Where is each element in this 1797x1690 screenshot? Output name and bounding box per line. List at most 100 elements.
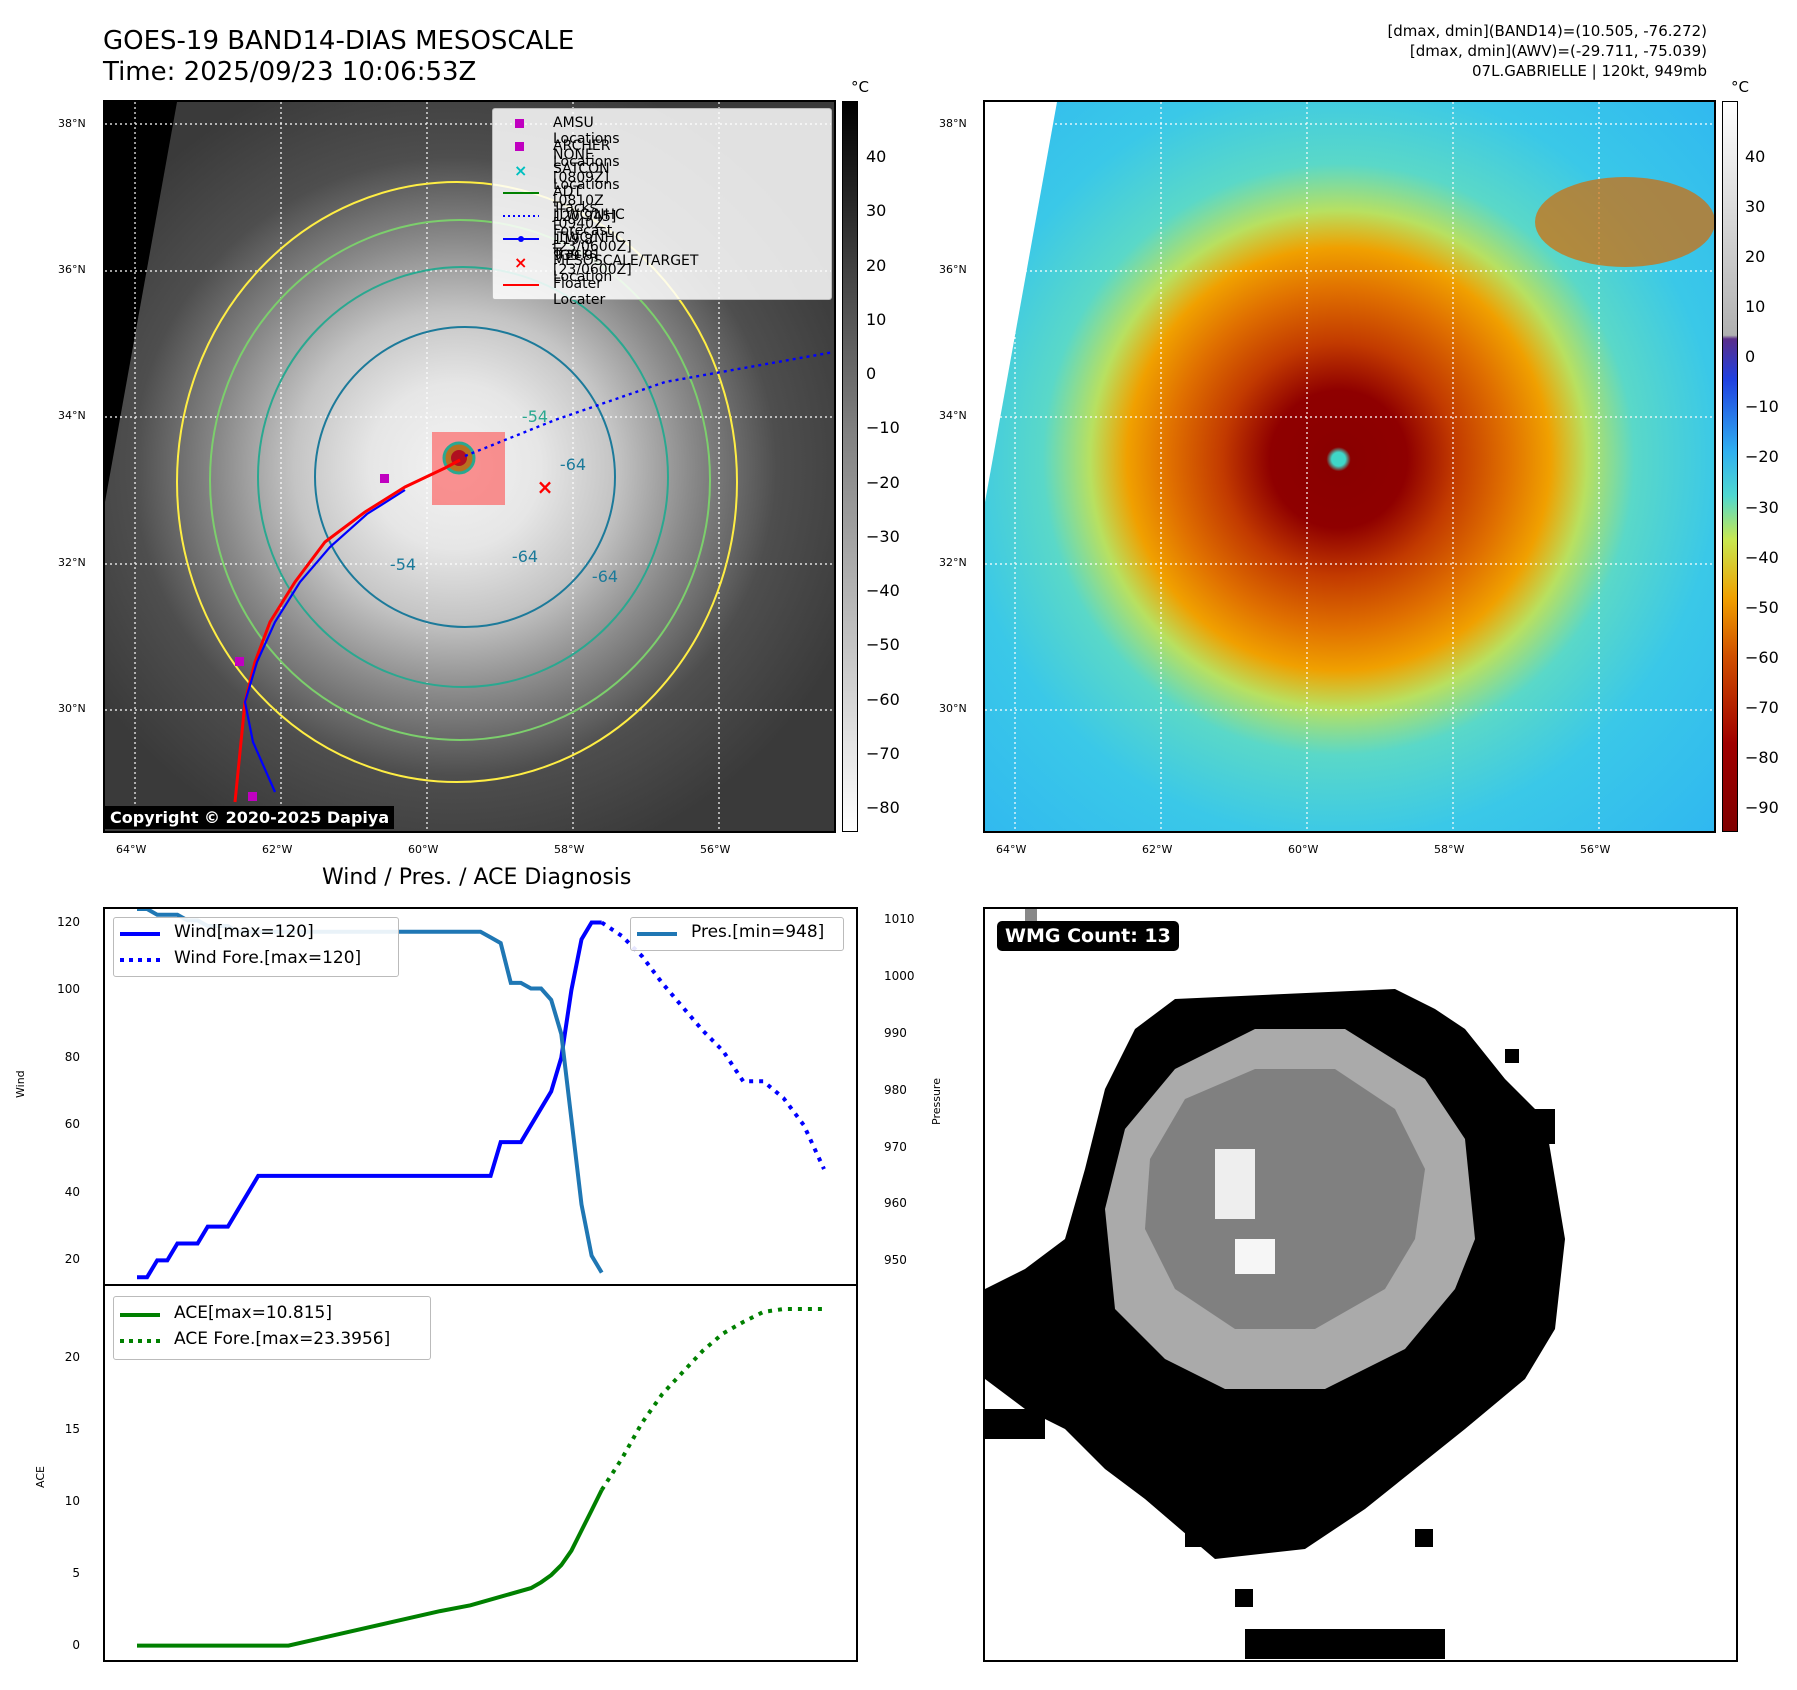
ace-ytick: 5 (72, 1565, 80, 1580)
lon-label: 64°W (116, 843, 147, 856)
legend-label: ARCHER Locations [0809Z] (553, 138, 620, 186)
contour-label: -64 (512, 547, 538, 566)
floater-track (233, 458, 461, 803)
archer-marker (380, 474, 389, 483)
lon-label: 62°W (262, 843, 293, 856)
wind-legend: Wind[max=120] Wind Fore.[max=120] (113, 917, 399, 977)
chart-title: GOES-19 BAND14-DIAS MESOSCALE (103, 26, 575, 56)
lat-label: 38°N (939, 117, 967, 130)
info-line-3: 07L.GABRIELLE | 120kt, 949mb (1472, 62, 1707, 80)
contour-label: -64 (592, 567, 618, 586)
wind-legend-swatches (120, 932, 160, 962)
no-data-edge (985, 102, 1057, 502)
color-cbar-tick: 40 (1745, 147, 1766, 166)
info-line-1: [dmax, dmin](BAND14)=(10.505, -76.272) (1387, 22, 1707, 40)
legend-label: Floater Locater (553, 276, 606, 308)
wmg-count-badge: WMG Count: 13 (997, 921, 1179, 951)
chart-time: Time: 2025/09/23 10:06:53Z (103, 57, 477, 87)
color-cbar-tick: 10 (1745, 297, 1766, 317)
ace-axis-label: ACE (34, 1466, 47, 1488)
color-map-panel (983, 100, 1716, 833)
map-legend: AMSU Locations NONE ARCHER Locations [08… (492, 108, 832, 308)
lon-label: 60°W (1288, 843, 1319, 856)
dotted-line-icon (503, 215, 539, 217)
lat-label: 30°N (939, 702, 967, 715)
ace-legend-swatches (120, 1313, 160, 1343)
legend-label: MESOSCALE/TARGET Location (553, 253, 699, 285)
svg-text:×: × (514, 254, 527, 270)
pressure-legend: Pres.[min=948] (630, 917, 844, 951)
color-cbar-tick: −40 (1745, 547, 1779, 567)
pressure-ytick: 980 (884, 1082, 907, 1097)
wmg-eye-bright (1235, 1239, 1275, 1274)
line-marker-icon (503, 284, 539, 286)
gray-cbar-tick: −80 (866, 798, 900, 817)
ace-plot (137, 1307, 824, 1648)
lat-label: 34°N (58, 409, 86, 422)
wmg-eye-bright (1215, 1149, 1255, 1219)
info-line-2: [dmax, dmin](AWV)=(-29.711, -75.039) (1409, 42, 1707, 60)
color-map-overlay (985, 102, 1714, 831)
pressure-ytick: 1000 (884, 969, 915, 984)
gray-cbar-tick: −40 (866, 581, 900, 600)
x-marker-icon: × (514, 162, 527, 178)
pressure-ytick: 1010 (884, 912, 915, 927)
line-marker-icon (503, 192, 539, 194)
gray-cbar-tick: −60 (866, 689, 900, 709)
color-cbar-tick: 30 (1745, 197, 1766, 217)
lon-label: 64°W (996, 843, 1027, 856)
lat-label: 32°N (58, 556, 86, 569)
contour-label: -54 (522, 407, 548, 426)
wmg-mid-ring (1145, 1069, 1425, 1329)
legend-ace-label: ACE[max=10.815] (174, 1303, 332, 1323)
lat-label: 32°N (939, 556, 967, 569)
legend-label: SATCON Locations [0810Z 120 945] (553, 161, 620, 225)
lon-label: 58°W (1434, 843, 1465, 856)
line-dot-icon (503, 236, 539, 242)
svg-text:×: × (514, 162, 527, 178)
series-line-wind (137, 920, 602, 1280)
color-cbar-tick: 0 (1745, 347, 1756, 367)
ace-legend: ACE[max=10.815] ACE Fore.[max=23.3956] (113, 1296, 431, 1360)
forecast-track (464, 350, 834, 458)
lat-label: 30°N (58, 702, 86, 715)
ace-ytick: 15 (64, 1421, 80, 1436)
wind-pressure-panel: Wind[max=120] Wind Fore.[max=120] Pres.[… (103, 907, 858, 1286)
wind-ytick: 60 (64, 1117, 80, 1132)
wind-axis-label: Wind (14, 1070, 27, 1098)
color-cbar-tick: −10 (1745, 397, 1779, 417)
ace-ytick: 0 (72, 1637, 80, 1652)
lon-label: 62°W (1142, 843, 1173, 856)
contour-label: -54 (390, 555, 416, 574)
legend-label: JTWC/NHC Forecast [23/0600Z] (553, 207, 632, 255)
gray-cbar-tick: −30 (866, 526, 900, 546)
color-cbar-tick: −90 (1745, 798, 1779, 817)
gray-cbar-tick: −10 (866, 418, 900, 438)
no-data-edge (105, 102, 177, 502)
color-cbar-tick: 20 (1745, 247, 1766, 267)
gridlines (985, 102, 1714, 831)
gray-cbar-tick: 0 (866, 364, 877, 383)
legend-label: AMSU Locations NONE (553, 115, 620, 163)
series-line-ace (137, 1489, 604, 1648)
archer-marker (235, 657, 244, 666)
ace-ytick: 10 (64, 1493, 80, 1508)
lat-label: 38°N (58, 117, 86, 130)
legend-wind-fore-label: Wind Fore.[max=120] (174, 948, 362, 968)
pressure-axis-label: Pressure (930, 1078, 943, 1125)
pressure-legend-swatch (637, 932, 677, 936)
color-cbar-tick: −70 (1745, 697, 1779, 717)
wmg-image (985, 909, 1565, 1659)
lon-label: 58°W (554, 843, 585, 856)
wind-ytick: 100 (57, 982, 80, 997)
gray-cbar-tick: 20 (866, 255, 887, 275)
color-cbar-tick: −20 (1745, 447, 1779, 467)
legend-ace-fore-label: ACE Fore.[max=23.3956] (174, 1329, 391, 1349)
target-marker: × (537, 475, 554, 499)
gray-cbar-tick: −20 (866, 472, 900, 492)
gray-cbar-tick: −70 (866, 743, 900, 763)
diagnosis-title: Wind / Pres. / ACE Diagnosis (322, 865, 632, 890)
gray-cbar-tick: 30 (866, 201, 887, 221)
wind-ytick: 40 (64, 1184, 80, 1199)
contours (176, 181, 738, 783)
